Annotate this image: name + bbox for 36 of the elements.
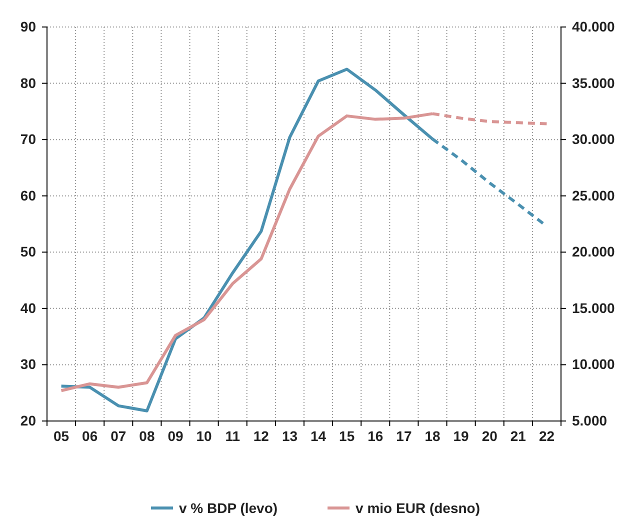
- x-tick-label: 11: [225, 428, 240, 444]
- y2-tick-label: 35.000: [572, 74, 616, 91]
- x-tick-label: 17: [396, 428, 412, 444]
- y2-tick-label: 25.000: [572, 187, 616, 204]
- y2-tick-label: 30.000: [572, 131, 616, 148]
- x-tick-label: 22: [538, 428, 555, 444]
- y-tick-label: 60: [20, 187, 36, 204]
- x-tick-label: 21: [510, 428, 526, 444]
- y2-tick-label: 10.000: [572, 356, 616, 372]
- x-tick-label: 12: [253, 428, 270, 444]
- y-tick-label: 20: [20, 412, 36, 428]
- x-tick-label: 15: [339, 428, 355, 444]
- x-tick-label: 14: [310, 428, 326, 444]
- y2-tick-label: 15.000: [572, 300, 616, 316]
- y-tick-label: 50: [20, 244, 36, 260]
- x-tick-label: 07: [110, 428, 126, 444]
- y2-tick-label: 20.000: [572, 244, 616, 260]
- x-tick-label: 06: [82, 428, 98, 444]
- x-tick-label: 20: [482, 428, 498, 444]
- y2-tick-label: 40.000: [572, 18, 616, 34]
- x-tick-label: 18: [424, 428, 440, 444]
- x-tick-label: 16: [368, 428, 384, 444]
- y-tick-label: 40: [20, 300, 36, 316]
- x-tick-label: 13: [282, 428, 298, 444]
- y-tick-label: 30: [20, 356, 36, 372]
- x-tick-label: 19: [453, 428, 470, 444]
- x-tick-label: 10: [196, 428, 212, 444]
- y2-tick-label: 5.000: [572, 412, 608, 428]
- legend-label: v mio EUR (desno): [356, 500, 480, 516]
- x-tick-label: 09: [168, 428, 184, 444]
- x-tick-label: 05: [53, 428, 70, 444]
- y-tick-label: 90: [20, 18, 36, 34]
- y-tick-label: 80: [20, 74, 36, 91]
- x-tick-label: 08: [139, 428, 155, 444]
- y-tick-label: 70: [20, 131, 36, 148]
- legend-label: v % BDP (levo): [178, 500, 278, 516]
